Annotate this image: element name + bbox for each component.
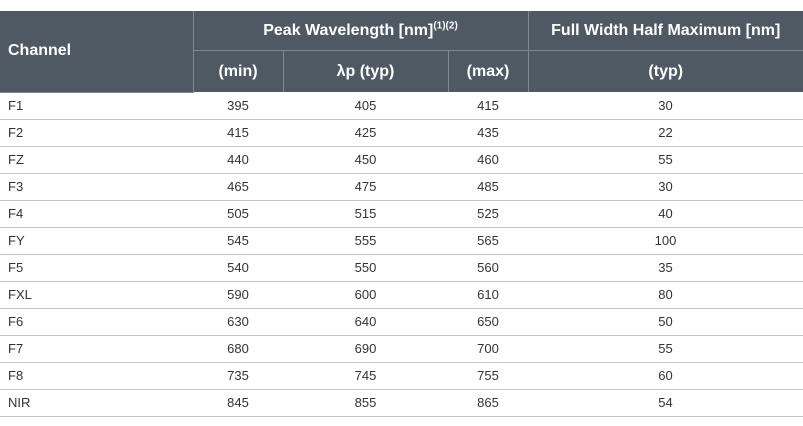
typ-wavelength-cell: 640 xyxy=(283,308,448,336)
min-wavelength-cell: 545 xyxy=(193,227,283,255)
typ-wavelength-cell: 475 xyxy=(283,173,448,201)
channel-cell: F4 xyxy=(0,200,193,228)
channel-cell: F7 xyxy=(0,335,193,363)
min-subheader: (min) xyxy=(193,50,283,92)
channel-cell: F8 xyxy=(0,362,193,390)
table-row: FZ 440 450 460 55 xyxy=(0,146,803,174)
min-wavelength-cell: 590 xyxy=(193,281,283,309)
typ-wavelength-cell: 745 xyxy=(283,362,448,390)
fwhm-cell: 60 xyxy=(528,362,803,390)
max-wavelength-cell: 415 xyxy=(448,92,528,120)
fwhm-cell: 54 xyxy=(528,389,803,417)
table-row: F3 465 475 485 30 xyxy=(0,173,803,201)
max-wavelength-cell: 460 xyxy=(448,146,528,174)
table-row: NIR 845 855 865 54 xyxy=(0,389,803,417)
table-row: F6 630 640 650 50 xyxy=(0,308,803,336)
fwhm-cell: 100 xyxy=(528,227,803,255)
fwhm-cell: 35 xyxy=(528,254,803,282)
min-wavelength-cell: 680 xyxy=(193,335,283,363)
typ-wavelength-cell: 600 xyxy=(283,281,448,309)
fwhm-cell: 80 xyxy=(528,281,803,309)
channel-cell: FY xyxy=(0,227,193,255)
table-row: F7 680 690 700 55 xyxy=(0,335,803,363)
channel-cell: F6 xyxy=(0,308,193,336)
max-wavelength-cell: 435 xyxy=(448,119,528,147)
header-row-1: Channel Peak Wavelength [nm](1)(2) Full … xyxy=(0,11,803,93)
peak-wavelength-footnote-ref: (1)(2) xyxy=(433,20,458,32)
min-wavelength-cell: 395 xyxy=(193,92,283,120)
min-wavelength-cell: 630 xyxy=(193,308,283,336)
typ-wavelength-cell: 855 xyxy=(283,389,448,417)
channel-cell: F3 xyxy=(0,173,193,201)
max-wavelength-cell: 560 xyxy=(448,254,528,282)
table-header: Channel Peak Wavelength [nm](1)(2) Full … xyxy=(0,11,803,93)
channel-column-header: Channel xyxy=(0,11,194,93)
channel-cell: F2 xyxy=(0,119,193,147)
fwhm-cell: 50 xyxy=(528,308,803,336)
max-subheader: (max) xyxy=(447,50,528,92)
typ-wavelength-cell: 425 xyxy=(283,119,448,147)
table-row: FY 545 555 565 100 xyxy=(0,227,803,255)
min-wavelength-cell: 735 xyxy=(193,362,283,390)
typ-wavelength-cell: 450 xyxy=(283,146,448,174)
max-wavelength-cell: 565 xyxy=(448,227,528,255)
channel-cell: FZ xyxy=(0,146,193,174)
min-wavelength-cell: 465 xyxy=(193,173,283,201)
max-wavelength-cell: 485 xyxy=(448,173,528,201)
fwhm-cell: 55 xyxy=(528,335,803,363)
min-wavelength-cell: 440 xyxy=(193,146,283,174)
channel-cell: F5 xyxy=(0,254,193,282)
table-row: F8 735 745 755 60 xyxy=(0,362,803,390)
typ-wavelength-cell: 405 xyxy=(283,92,448,120)
typ-wavelength-cell: 690 xyxy=(283,335,448,363)
channel-cell: F1 xyxy=(0,92,193,120)
min-wavelength-cell: 415 xyxy=(193,119,283,147)
table-row: F1 395 405 415 30 xyxy=(0,92,803,120)
max-wavelength-cell: 650 xyxy=(448,308,528,336)
max-wavelength-cell: 525 xyxy=(448,200,528,228)
fwhm-cell: 55 xyxy=(528,146,803,174)
min-wavelength-cell: 540 xyxy=(193,254,283,282)
typ-wavelength-cell: 550 xyxy=(283,254,448,282)
min-wavelength-cell: 845 xyxy=(193,389,283,417)
typ-wavelength-cell: 555 xyxy=(283,227,448,255)
channel-cell: NIR xyxy=(0,389,193,417)
typ-wavelength-cell: 515 xyxy=(283,200,448,228)
header-row-2: (min) λp (typ) (max) (typ) xyxy=(0,50,803,92)
spectral-channel-table: Channel Peak Wavelength [nm](1)(2) Full … xyxy=(0,11,803,417)
fwhm-typ-subheader: (typ) xyxy=(527,50,803,92)
table-body: F1 395 405 415 30 F2 415 425 435 22 FZ 440 450 460 55 F… xyxy=(0,92,803,417)
fwhm-cell: 40 xyxy=(528,200,803,228)
table-row: F2 415 425 435 22 xyxy=(0,119,803,147)
peak-wavelength-label: Peak Wavelength [nm] xyxy=(263,21,434,39)
fwhm-cell: 30 xyxy=(528,173,803,201)
max-wavelength-cell: 700 xyxy=(448,335,528,363)
max-wavelength-cell: 865 xyxy=(448,389,528,417)
max-wavelength-cell: 610 xyxy=(448,281,528,309)
max-wavelength-cell: 755 xyxy=(448,362,528,390)
peak-wavelength-header: Peak Wavelength [nm](1)(2) xyxy=(193,11,529,51)
min-wavelength-cell: 505 xyxy=(193,200,283,228)
typ-subheader: λp (typ) xyxy=(282,50,448,92)
table-row: F5 540 550 560 35 xyxy=(0,254,803,282)
table-row: FXL 590 600 610 80 xyxy=(0,281,803,309)
fwhm-cell: 30 xyxy=(528,92,803,120)
fwhm-header: Full Width Half Maximum [nm] xyxy=(528,11,803,51)
fwhm-cell: 22 xyxy=(528,119,803,147)
table-row: F4 505 515 525 40 xyxy=(0,200,803,228)
channel-cell: FXL xyxy=(0,281,193,309)
